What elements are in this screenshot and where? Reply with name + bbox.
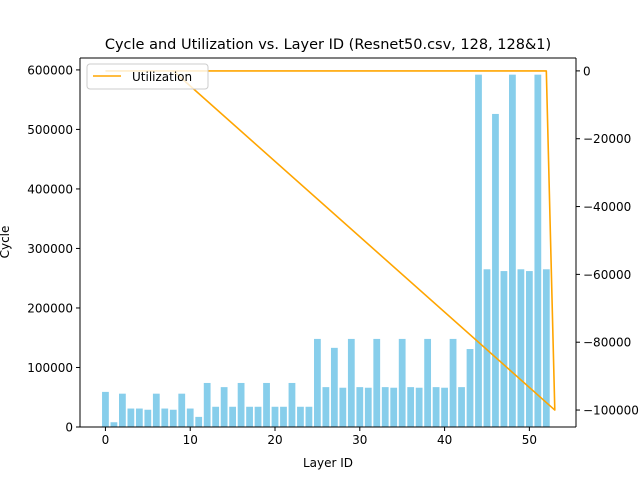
- bar: [297, 406, 304, 427]
- bar: [254, 406, 262, 427]
- bar: [466, 349, 474, 427]
- bar: [483, 269, 491, 427]
- chart-title: Cycle and Utilization vs. Layer ID (Resn…: [105, 37, 551, 53]
- bar: [110, 422, 118, 427]
- bar: [458, 387, 465, 427]
- bar: [178, 393, 186, 427]
- bar: [280, 406, 287, 427]
- bar: [449, 338, 457, 427]
- legend-box: [86, 63, 209, 90]
- y2-tick-label: 0: [583, 64, 591, 78]
- bar: [152, 393, 160, 427]
- bar: [364, 387, 372, 427]
- x-tick-label: 20: [267, 433, 282, 447]
- x-tick-label: 50: [522, 433, 537, 447]
- bar: [237, 382, 245, 427]
- bar: [330, 347, 338, 427]
- y-tick-label: 300000: [27, 242, 73, 256]
- bar: [407, 387, 415, 427]
- bar: [424, 338, 432, 427]
- bar: [432, 387, 440, 427]
- bar: [500, 271, 508, 427]
- bar: [356, 387, 364, 427]
- bar: [102, 391, 109, 427]
- bar: [246, 406, 253, 427]
- bar: [542, 269, 550, 427]
- y-tick-label: 500000: [27, 123, 73, 137]
- bar: [144, 409, 152, 427]
- bar: [127, 408, 135, 427]
- x-tick-label: 40: [437, 433, 452, 447]
- bar: [169, 409, 177, 427]
- legend: Utilization: [86, 63, 209, 90]
- bar: [441, 387, 448, 427]
- bar: [135, 408, 143, 427]
- y-tick-label: 600000: [27, 63, 73, 77]
- bar: [373, 338, 381, 427]
- bar: [390, 387, 398, 427]
- bar: [339, 387, 347, 427]
- y2-tick-label: −60000: [583, 268, 631, 282]
- bar: [288, 382, 296, 427]
- bar: [347, 338, 355, 427]
- legend-label-utilization: Utilization: [132, 70, 192, 84]
- bar: [161, 408, 169, 427]
- bar: [305, 406, 313, 427]
- bar: [381, 387, 389, 427]
- bar: [398, 338, 406, 427]
- bar: [263, 382, 270, 427]
- bar: [475, 74, 482, 427]
- y-axis-ticks: 0 100000 200000 300000 400000 500000 600000: [27, 63, 80, 435]
- y2-tick-label: −100000: [583, 404, 639, 418]
- x-axis-ticks: 0 10 20 30 40 50: [102, 427, 537, 447]
- bar: [119, 393, 126, 427]
- y-tick-label: 0: [65, 421, 73, 435]
- bar: [525, 271, 533, 427]
- bar: [415, 387, 423, 427]
- y2-tick-label: −40000: [583, 200, 631, 214]
- y2-axis-ticks: 0 −20000 −40000 −60000 −80000 −100000: [576, 64, 639, 418]
- y2-tick-label: −20000: [583, 132, 631, 146]
- bar: [186, 408, 194, 427]
- y-tick-label: 100000: [27, 361, 73, 375]
- bar: [271, 406, 279, 427]
- x-tick-label: 0: [102, 433, 110, 447]
- y-tick-label: 200000: [27, 301, 73, 315]
- x-axis-label: Layer ID: [303, 456, 353, 470]
- y2-tick-label: −80000: [583, 336, 631, 350]
- bar: [229, 406, 237, 427]
- bar: [220, 387, 228, 427]
- x-tick-label: 30: [352, 433, 367, 447]
- bar: [492, 113, 499, 427]
- axes: [79, 57, 577, 428]
- bar: [509, 74, 516, 427]
- bar: [517, 269, 525, 427]
- bar: [322, 387, 330, 427]
- bar: [314, 338, 321, 427]
- y-axis-label: Cycle: [0, 226, 12, 259]
- bar: [212, 406, 220, 427]
- bars: [102, 74, 550, 427]
- bar: [195, 416, 203, 427]
- bar: [203, 382, 211, 427]
- y-tick-label: 400000: [27, 182, 73, 196]
- x-tick-label: 10: [183, 433, 198, 447]
- bar: [534, 74, 542, 427]
